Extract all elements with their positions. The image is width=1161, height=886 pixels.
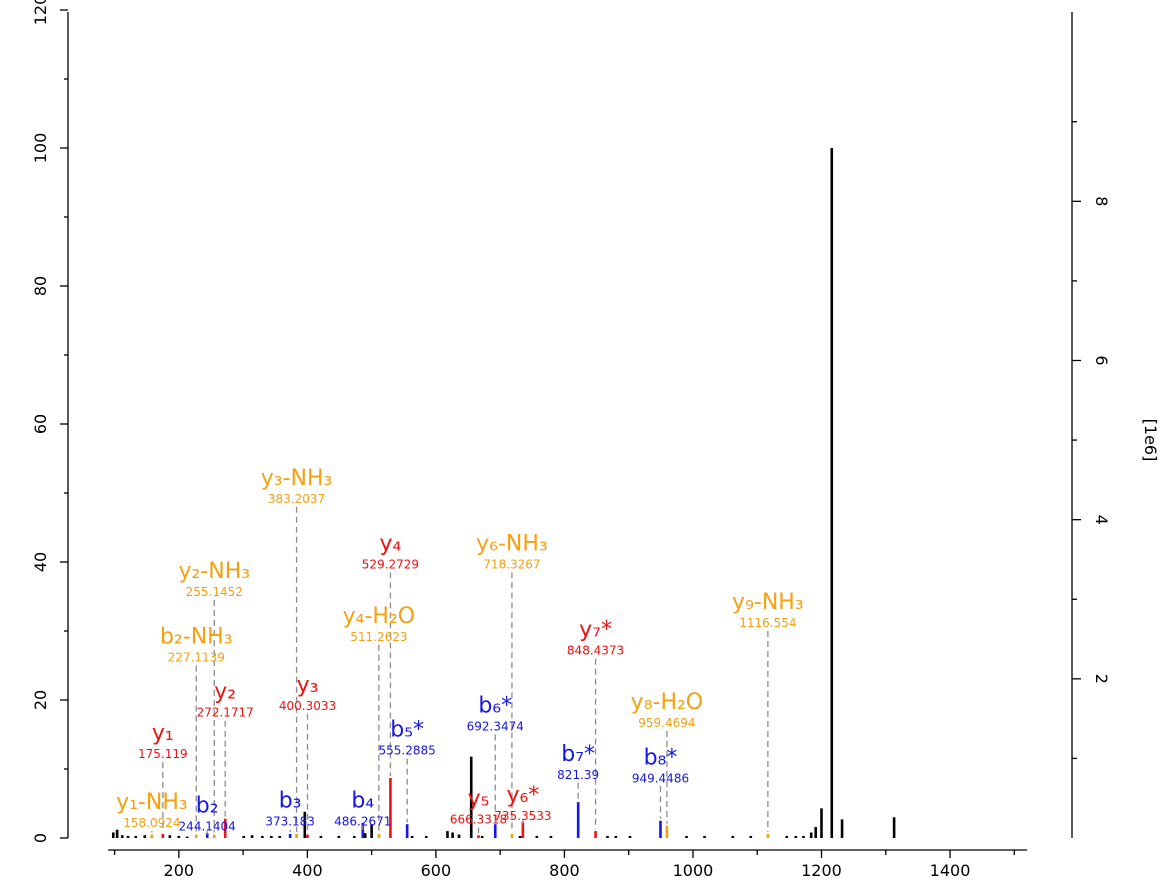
- y-tick-label: 60: [31, 414, 50, 434]
- ion-label: y₉-NH₃: [732, 590, 804, 615]
- ion-label: y₃: [297, 673, 319, 698]
- ion-mz-label: 383.2037: [268, 492, 325, 506]
- ion-label: y₄: [380, 531, 402, 556]
- ion-label: b₈*: [644, 745, 678, 770]
- x-tick-label: 600: [421, 861, 452, 880]
- ion-mz-label: 400.3033: [279, 699, 336, 713]
- ion-label: y₂-NH₃: [178, 559, 250, 584]
- ion-label: y₆-NH₃: [476, 531, 548, 556]
- y2-tick-label: 6: [1092, 355, 1111, 365]
- ion-mz-label: 735.3533: [494, 809, 551, 823]
- x-tick-label: 1000: [673, 861, 714, 880]
- ion-mz-label: 848.4373: [567, 644, 624, 658]
- x-tick-label: 200: [164, 861, 195, 880]
- ion-mz-label: 555.2885: [379, 744, 436, 758]
- ion-mz-label: 666.3318: [450, 813, 507, 827]
- y2-axis-unit: [1e6]: [1141, 419, 1160, 462]
- ion-mz-label: 227.1139: [168, 651, 225, 665]
- y-tick-label: 80: [31, 276, 50, 296]
- ion-mz-label: 1116.554: [739, 616, 796, 630]
- ion-label: y₁-NH₃: [116, 790, 188, 815]
- ion-mz-label: 244.1404: [179, 820, 236, 834]
- ion-label: b₅*: [390, 718, 424, 743]
- ion-label: y₇*: [579, 618, 612, 643]
- ion-mz-label: 959.4694: [638, 716, 695, 730]
- y2-tick-label: 4: [1092, 515, 1111, 525]
- ion-mz-label: 692.3474: [467, 720, 524, 734]
- ion-label: b₂-NH₃: [160, 625, 233, 650]
- x-tick-label: 1200: [801, 861, 842, 880]
- ion-mz-label: 486.2671: [334, 815, 391, 829]
- ion-label: b₃: [279, 789, 302, 814]
- ion-mz-label: 529.2729: [362, 557, 419, 571]
- x-tick-label: 1400: [930, 861, 971, 880]
- ion-label: y₄-H₂O: [343, 604, 415, 629]
- ion-label: y₁: [152, 721, 174, 746]
- y-tick-label: 120: [31, 0, 50, 25]
- ion-mz-label: 511.2623: [350, 630, 407, 644]
- leaders-layer: [151, 506, 769, 835]
- axes-layer: 0 20 40 60 80 100 120 2 4 6 8 [1e6] 200 400 600 800 1000…: [31, 0, 1160, 880]
- ion-label: b₇*: [561, 742, 595, 767]
- ion-label: y₆*: [506, 783, 539, 808]
- y2-tick-label: 2: [1092, 674, 1111, 684]
- ion-mz-label: 175.119: [138, 747, 188, 761]
- x-tick-label: 800: [549, 861, 580, 880]
- ion-label: b₆*: [478, 694, 512, 719]
- ion-mz-label: 949.4486: [632, 771, 689, 785]
- y-tick-label: 100: [31, 133, 50, 164]
- y-tick-label: 0: [31, 833, 50, 843]
- ion-mz-label: 255.1452: [186, 585, 243, 599]
- ion-label: y₃-NH₃: [261, 466, 333, 491]
- ion-label: y₈-H₂O: [631, 690, 703, 715]
- ion-mz-label: 272.1717: [197, 706, 254, 720]
- ion-label: b₄: [351, 789, 374, 814]
- ion-mz-label: 821.39: [557, 768, 599, 782]
- peaks-layer: [111, 148, 896, 838]
- ion-mz-label: 158.0924: [123, 816, 180, 830]
- ion-mz-label: 373.183: [265, 815, 315, 829]
- ion-label: y₅: [468, 787, 490, 812]
- y-tick-label: 40: [31, 552, 50, 572]
- y-tick-label: 20: [31, 690, 50, 710]
- ion-mz-label: 718.3267: [483, 557, 540, 571]
- ion-label: y₂: [214, 680, 236, 705]
- x-tick-label: 400: [292, 861, 323, 880]
- y2-tick-label: 8: [1092, 196, 1111, 206]
- ion-label: b₂: [196, 794, 219, 819]
